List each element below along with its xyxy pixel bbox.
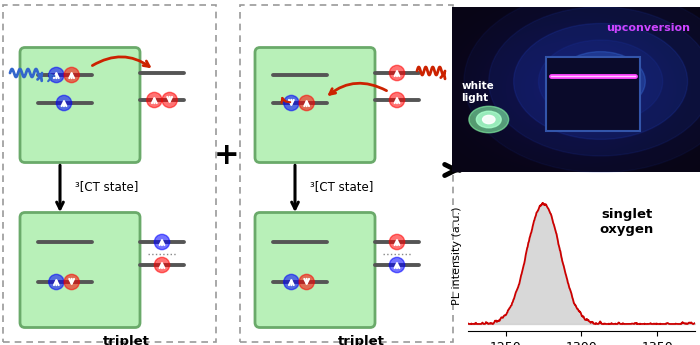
Y-axis label: PL intensity (a.u.): PL intensity (a.u.) <box>452 206 462 305</box>
Circle shape <box>389 92 405 108</box>
Text: ³[CT state]: ³[CT state] <box>310 180 373 193</box>
Text: singlet
oxygen: singlet oxygen <box>600 208 654 236</box>
Text: white
light: white light <box>461 81 494 103</box>
FancyBboxPatch shape <box>255 48 375 162</box>
Bar <box>546 57 640 131</box>
Text: +: + <box>214 140 240 169</box>
Circle shape <box>162 92 177 108</box>
Text: upconversion: upconversion <box>606 23 690 33</box>
Circle shape <box>489 7 700 156</box>
Circle shape <box>64 274 79 290</box>
Circle shape <box>514 23 687 139</box>
Circle shape <box>476 111 501 128</box>
Circle shape <box>389 65 405 81</box>
Circle shape <box>284 95 299 111</box>
Circle shape <box>147 92 162 108</box>
Circle shape <box>469 106 509 133</box>
Circle shape <box>154 257 169 273</box>
Circle shape <box>556 52 645 111</box>
Text: triplet: triplet <box>103 335 149 345</box>
Circle shape <box>299 274 314 290</box>
Circle shape <box>299 95 314 111</box>
FancyBboxPatch shape <box>255 213 375 327</box>
Circle shape <box>49 67 64 83</box>
FancyBboxPatch shape <box>20 213 140 327</box>
FancyBboxPatch shape <box>20 48 140 162</box>
Circle shape <box>389 257 405 273</box>
Text: triplet: triplet <box>337 335 384 345</box>
Circle shape <box>49 274 64 290</box>
Circle shape <box>284 274 299 290</box>
Circle shape <box>482 115 495 124</box>
Circle shape <box>154 234 169 250</box>
Circle shape <box>389 234 405 250</box>
Text: ³[CT state]: ³[CT state] <box>75 180 139 193</box>
Circle shape <box>538 40 663 123</box>
Circle shape <box>464 0 700 172</box>
Circle shape <box>64 67 79 83</box>
Circle shape <box>56 95 71 111</box>
